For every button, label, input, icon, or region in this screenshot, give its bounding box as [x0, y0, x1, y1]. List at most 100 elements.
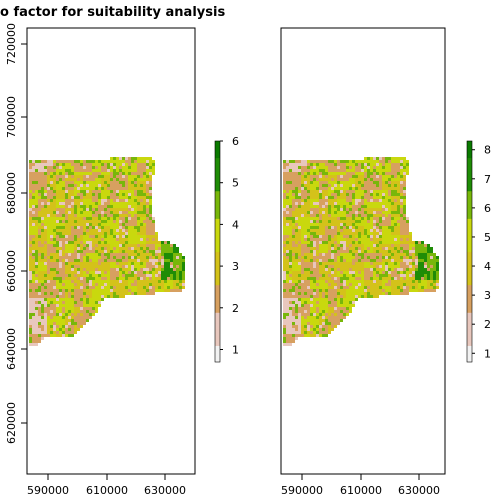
raster-cell — [29, 271, 32, 274]
raster-cell — [149, 289, 152, 292]
raster-cell — [367, 223, 370, 226]
raster-cell — [322, 214, 325, 217]
raster-cell — [65, 334, 68, 337]
raster-cell — [53, 178, 56, 181]
raster-cell — [328, 178, 331, 181]
raster-cell — [340, 277, 343, 280]
raster-cell — [68, 259, 71, 262]
raster-cell — [322, 277, 325, 280]
raster-cell — [433, 256, 436, 259]
raster-cell — [137, 277, 140, 280]
raster-cell — [316, 184, 319, 187]
raster-cell — [352, 280, 355, 283]
raster-cell — [125, 280, 128, 283]
raster-cell — [325, 331, 328, 334]
raster-cell — [310, 334, 313, 337]
raster-cell — [143, 157, 146, 160]
raster-cell — [149, 250, 152, 253]
raster-cell — [295, 271, 298, 274]
raster-cell — [152, 247, 155, 250]
raster-cell — [343, 289, 346, 292]
raster-cell — [301, 208, 304, 211]
raster-cell — [47, 271, 50, 274]
raster-cell — [173, 280, 176, 283]
raster-cell — [373, 178, 376, 181]
raster-cell — [149, 271, 152, 274]
raster-cell — [95, 241, 98, 244]
raster-cell — [41, 214, 44, 217]
raster-cell — [164, 268, 167, 271]
legend-tick-label: 1 — [232, 343, 239, 356]
raster-cell — [29, 340, 32, 343]
raster-cell — [47, 217, 50, 220]
raster-cell — [301, 253, 304, 256]
raster-cell — [367, 292, 370, 295]
raster-cell — [370, 172, 373, 175]
raster-cell — [331, 241, 334, 244]
raster-cell — [310, 268, 313, 271]
raster-cell — [373, 250, 376, 253]
raster-cell — [32, 316, 35, 319]
raster-cell — [352, 232, 355, 235]
raster-cell — [125, 259, 128, 262]
raster-cell — [74, 316, 77, 319]
raster-cell — [143, 229, 146, 232]
raster-cell — [349, 265, 352, 268]
raster-cell — [65, 241, 68, 244]
x-tick-label: 590000 — [281, 484, 323, 497]
raster-cell — [38, 229, 41, 232]
raster-cell — [101, 220, 104, 223]
legend-swatch — [215, 190, 220, 197]
raster-cell — [418, 277, 421, 280]
raster-cell — [370, 211, 373, 214]
raster-cell — [325, 319, 328, 322]
raster-cell — [95, 292, 98, 295]
raster-cell — [349, 274, 352, 277]
raster-cell — [71, 331, 74, 334]
raster-cell — [346, 292, 349, 295]
raster-cell — [47, 304, 50, 307]
raster-cell — [83, 268, 86, 271]
raster-cell — [53, 175, 56, 178]
raster-cell — [68, 196, 71, 199]
raster-cell — [65, 184, 68, 187]
raster-cell — [367, 199, 370, 202]
raster-cell — [125, 190, 128, 193]
raster-cell — [32, 340, 35, 343]
raster-cell — [295, 334, 298, 337]
raster-cell — [119, 226, 122, 229]
raster-cell — [361, 172, 364, 175]
raster-cell — [134, 211, 137, 214]
raster-cell — [337, 214, 340, 217]
raster-cell — [32, 274, 35, 277]
raster-cell — [412, 280, 415, 283]
raster-cell — [292, 292, 295, 295]
raster-cell — [134, 160, 137, 163]
raster-cell — [391, 250, 394, 253]
raster-cell — [104, 184, 107, 187]
raster-cell — [98, 178, 101, 181]
raster-cell — [59, 244, 62, 247]
raster-cell — [433, 277, 436, 280]
raster-cell — [331, 229, 334, 232]
raster-cell — [313, 190, 316, 193]
raster-cell — [355, 160, 358, 163]
raster-cell — [286, 274, 289, 277]
raster-cell — [379, 229, 382, 232]
legend-swatch — [215, 240, 220, 247]
raster-cell — [101, 292, 104, 295]
raster-cell — [316, 169, 319, 172]
raster-cell — [95, 160, 98, 163]
raster-cell — [343, 298, 346, 301]
raster-cell — [322, 316, 325, 319]
raster-cell — [68, 166, 71, 169]
raster-cell — [364, 268, 367, 271]
raster-cell — [418, 289, 421, 292]
raster-cell — [283, 205, 286, 208]
raster-cell — [370, 250, 373, 253]
raster-cell — [286, 190, 289, 193]
raster-cell — [322, 331, 325, 334]
raster-cell — [316, 166, 319, 169]
raster-cell — [361, 283, 364, 286]
raster-cell — [140, 244, 143, 247]
